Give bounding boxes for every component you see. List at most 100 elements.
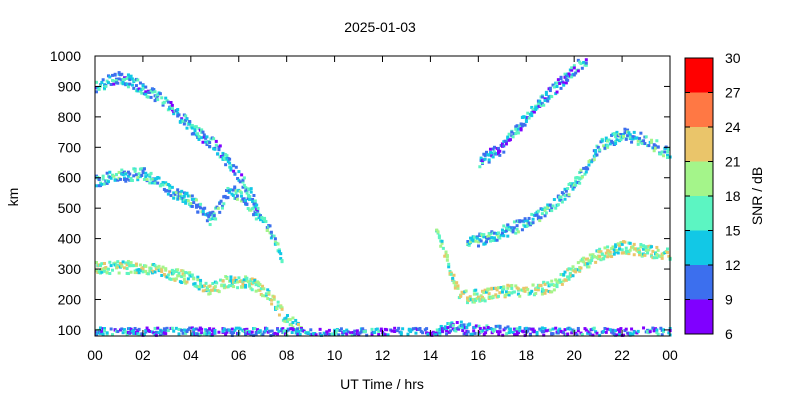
data-cell [245, 276, 249, 280]
data-cell [172, 329, 176, 333]
data-cell [528, 333, 532, 337]
data-cell [434, 331, 438, 335]
data-cell [500, 231, 504, 235]
data-cell [282, 329, 286, 333]
data-cell [100, 330, 104, 334]
data-cell [436, 230, 440, 234]
data-cell [246, 331, 250, 335]
data-cell [546, 281, 550, 285]
data-cell [523, 217, 527, 221]
data-cell [646, 251, 650, 255]
data-cell [455, 281, 459, 285]
data-cell [186, 328, 190, 332]
data-cell [244, 285, 248, 289]
data-cell [566, 275, 570, 279]
data-cell [222, 327, 226, 331]
data-cell [258, 329, 262, 333]
data-cell [582, 166, 586, 170]
data-cell [482, 235, 486, 239]
data-cell [487, 158, 491, 162]
data-cell [152, 331, 156, 335]
data-cell [194, 327, 198, 331]
data-cell [299, 326, 303, 330]
data-cell [648, 330, 652, 334]
data-cell [252, 213, 256, 217]
data-cell [124, 179, 128, 183]
data-cell [390, 329, 394, 333]
data-cell [600, 137, 604, 141]
data-cell [539, 283, 543, 287]
data-cell [108, 170, 112, 174]
data-cell [656, 145, 660, 149]
x-tick-label: 20 [566, 347, 582, 363]
data-cell [438, 333, 442, 337]
data-cell [323, 333, 327, 337]
data-cell [534, 107, 538, 111]
data-cell [162, 100, 166, 104]
data-cell [342, 329, 346, 333]
data-cell [438, 331, 442, 335]
data-cell [667, 331, 671, 335]
data-cell [498, 326, 502, 330]
data-cell [528, 291, 532, 295]
y-tick-label: 1000 [50, 48, 81, 64]
data-cell [514, 284, 518, 288]
data-cell [116, 260, 120, 264]
data-cell [264, 292, 268, 296]
y-tick-label: 800 [58, 109, 82, 125]
data-cell [95, 80, 98, 84]
data-cell [120, 327, 124, 331]
data-cell [600, 139, 604, 143]
data-cell [148, 90, 152, 94]
data-cell [445, 329, 449, 333]
data-cell [254, 217, 258, 221]
data-cell [253, 199, 257, 203]
data-cell [288, 318, 292, 322]
data-cell [225, 330, 229, 334]
data-cell [469, 236, 473, 240]
data-cell [214, 217, 218, 221]
data-cell [269, 232, 273, 236]
data-cell [578, 60, 582, 64]
data-cell [495, 288, 499, 292]
data-cell [518, 124, 522, 128]
data-cell [594, 260, 598, 264]
data-cell [598, 254, 602, 258]
data-cell [238, 180, 242, 184]
data-cell [145, 177, 149, 181]
data-cell [254, 289, 258, 293]
data-cell [184, 331, 188, 335]
data-cell [516, 127, 520, 131]
data-cell [603, 327, 607, 331]
data-cell [258, 288, 262, 292]
data-cell [618, 332, 622, 336]
data-cell [126, 170, 130, 174]
data-cell [550, 95, 554, 99]
data-cell [498, 291, 502, 295]
data-cell [105, 331, 109, 335]
data-cell [229, 275, 233, 279]
data-cell [492, 145, 496, 149]
data-cell [501, 333, 505, 337]
data-cell [160, 96, 164, 100]
data-cell [141, 268, 145, 272]
data-cell [506, 223, 510, 227]
data-cell [554, 326, 558, 330]
data-cell [583, 172, 587, 176]
data-cell [277, 250, 281, 254]
data-cell [121, 260, 125, 264]
data-cell [192, 132, 196, 136]
data-cell [268, 224, 272, 228]
data-cell [543, 291, 547, 295]
data-cell [498, 236, 502, 240]
data-cell [363, 330, 367, 334]
data-cell [642, 247, 646, 251]
data-cell [586, 167, 590, 171]
data-cell [148, 181, 152, 185]
data-cell [588, 261, 592, 265]
data-cell [201, 210, 205, 214]
y-tick-label: 200 [58, 291, 82, 307]
data-cell [492, 236, 496, 240]
data-cell [242, 278, 246, 282]
data-cell [236, 280, 240, 284]
